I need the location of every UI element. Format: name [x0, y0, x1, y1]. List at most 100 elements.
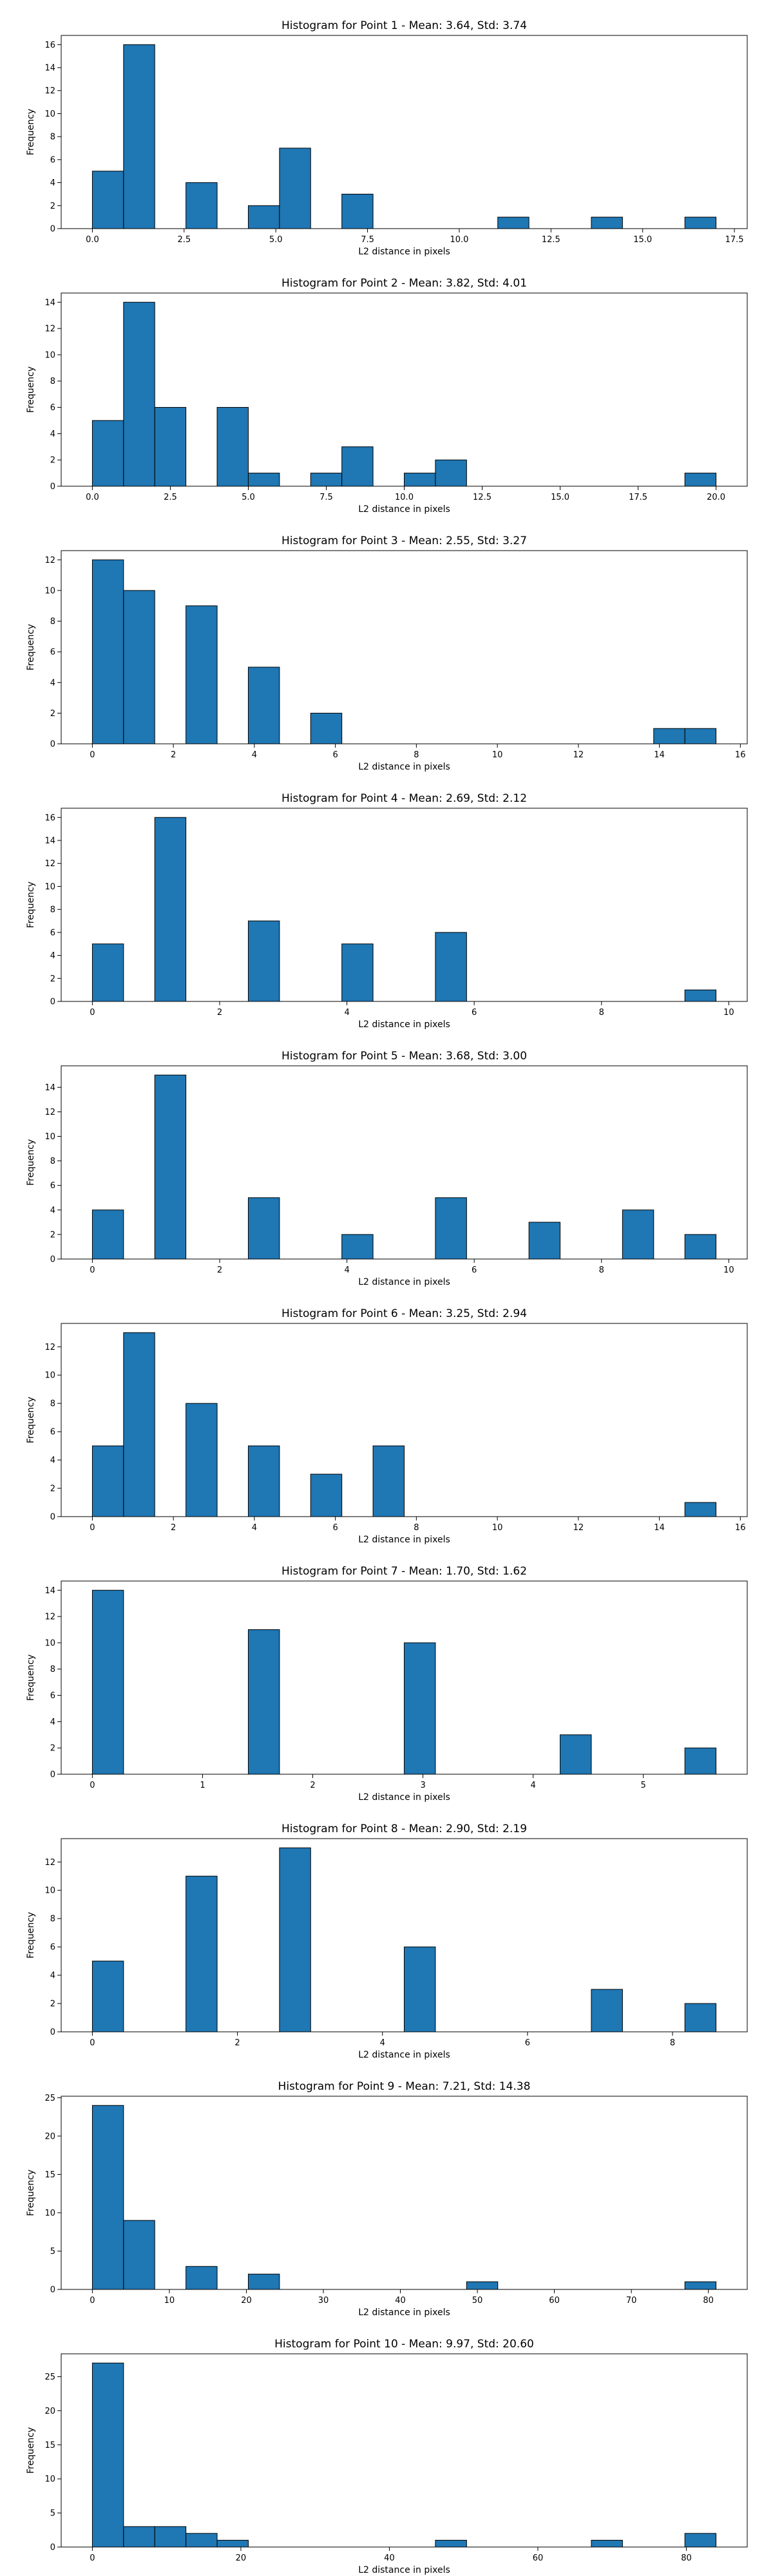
- histogram-bar: [91, 943, 124, 1002]
- histogram-bar: [186, 2266, 218, 2290]
- y-tick-label: 2: [50, 974, 55, 984]
- histogram-bar: [341, 193, 374, 229]
- histogram-bar: [186, 605, 218, 744]
- histogram-bar: [154, 1074, 187, 1260]
- x-tick-label: 0: [90, 2553, 95, 2563]
- x-tick-label: 60: [549, 2296, 560, 2306]
- x-tick-label: 5.0: [242, 493, 255, 502]
- axes-frame: [61, 550, 748, 744]
- x-tick-label: 8: [414, 750, 419, 760]
- histogram-bar: [684, 1747, 717, 1775]
- y-tick-label: 2: [50, 709, 55, 719]
- histogram-bar: [91, 2105, 124, 2290]
- histogram-chart: Histogram for Point 1 - Mean: 3.64, Std:…: [26, 19, 748, 257]
- histogram-bar: [684, 1502, 717, 1517]
- y-tick-label: 14: [44, 1083, 55, 1093]
- y-tick-label: 10: [44, 350, 55, 360]
- axes-frame: [61, 2353, 748, 2548]
- x-tick-label: 20.0: [707, 493, 725, 502]
- x-tick-label: 40: [395, 2296, 406, 2306]
- histogram-bar: [372, 1445, 405, 1517]
- histogram-bar: [653, 728, 685, 744]
- y-tick-label: 0: [50, 998, 55, 1007]
- y-axis-label: Frequency: [26, 1139, 36, 1186]
- y-axis-label: Frequency: [26, 2170, 36, 2216]
- x-tick-label: 0: [90, 1781, 95, 1790]
- x-tick-label: 12: [573, 750, 584, 760]
- axes-frame: [61, 1838, 748, 2032]
- x-axis-label: L2 distance in pixels: [358, 2565, 450, 2575]
- histogram-bar: [310, 473, 343, 487]
- histogram-bar: [591, 1989, 623, 2032]
- y-tick-label: 10: [44, 586, 55, 596]
- y-tick-label: 12: [44, 859, 55, 869]
- x-tick-label: 10.0: [395, 493, 414, 502]
- x-axis-label: L2 distance in pixels: [358, 1792, 450, 1803]
- y-tick-label: 6: [50, 155, 55, 165]
- y-tick-label: 8: [50, 617, 55, 627]
- chart-title: Histogram for Point 10 - Mean: 9.97, Std…: [274, 2338, 534, 2351]
- histogram-bar: [435, 932, 467, 1002]
- histogram-bar: [591, 216, 623, 229]
- x-tick-label: 7.5: [361, 235, 374, 245]
- y-tick-label: 8: [50, 905, 55, 915]
- y-tick-label: 0: [50, 1770, 55, 1780]
- histogram-bar: [279, 1847, 311, 2032]
- chart-title: Histogram for Point 4 - Mean: 2.69, Std:…: [282, 792, 527, 805]
- y-tick-label: 12: [44, 1108, 55, 1117]
- histogram-bar: [528, 1222, 561, 1260]
- x-tick-label: 6: [332, 1523, 338, 1533]
- histogram-bar: [154, 2526, 187, 2548]
- histogram-bar: [123, 1332, 155, 1517]
- histogram-bar: [247, 205, 280, 229]
- histogram-bar: [560, 1734, 592, 1775]
- histogram-bar: [123, 2526, 155, 2548]
- y-tick-label: 10: [44, 2208, 55, 2218]
- histogram-bar: [186, 1403, 218, 1517]
- histogram-bar: [404, 473, 436, 487]
- histogram-bar: [91, 1589, 124, 1775]
- x-tick-label: 80: [703, 2296, 714, 2306]
- y-tick-label: 4: [50, 951, 55, 961]
- x-tick-label: 12.5: [473, 493, 491, 502]
- y-tick-label: 15: [44, 2441, 55, 2450]
- y-tick-label: 0: [50, 2028, 55, 2038]
- y-tick-label: 4: [50, 1456, 55, 1466]
- x-tick-label: 8: [670, 2038, 675, 2048]
- histogram-bar: [91, 559, 124, 744]
- chart-title: Histogram for Point 7 - Mean: 1.70, Std:…: [282, 1565, 527, 1578]
- y-tick-label: 8: [50, 377, 55, 386]
- y-tick-label: 0: [50, 740, 55, 750]
- y-tick-label: 12: [44, 86, 55, 96]
- x-tick-label: 10: [723, 1265, 734, 1275]
- histogram-bar: [404, 1946, 436, 2032]
- x-tick-label: 15.0: [551, 493, 569, 502]
- chart-title: Histogram for Point 5 - Mean: 3.68, Std:…: [282, 1050, 527, 1063]
- histogram-bar: [247, 1445, 280, 1517]
- x-tick-label: 12: [573, 1523, 584, 1533]
- y-tick-label: 12: [44, 1858, 55, 1868]
- x-tick-label: 0: [90, 1265, 95, 1275]
- x-tick-label: 10: [492, 1523, 503, 1533]
- histogram-bar: [497, 216, 530, 229]
- y-tick-label: 0: [50, 2286, 55, 2295]
- histogram-chart: Histogram for Point 4 - Mean: 2.69, Std:…: [26, 792, 748, 1030]
- x-tick-label: 8: [599, 1008, 604, 1018]
- x-tick-label: 0.0: [86, 235, 99, 245]
- histogram-bar: [91, 171, 124, 229]
- x-axis-label: L2 distance in pixels: [358, 247, 450, 257]
- histogram-bar: [247, 2273, 280, 2290]
- histogram-bar: [91, 1209, 124, 1260]
- y-tick-label: 14: [44, 837, 55, 846]
- histogram-chart: Histogram for Point 2 - Mean: 3.82, Std:…: [26, 277, 748, 515]
- histogram-bar: [404, 1642, 436, 1775]
- y-tick-label: 10: [44, 1886, 55, 1896]
- y-tick-label: 0: [50, 1255, 55, 1265]
- histogram-bar: [684, 989, 717, 1002]
- x-tick-label: 4: [344, 1008, 349, 1018]
- x-axis-label: L2 distance in pixels: [358, 1277, 450, 1287]
- y-tick-label: 8: [50, 133, 55, 142]
- x-tick-label: 10: [492, 750, 503, 760]
- x-axis-label: L2 distance in pixels: [358, 762, 450, 772]
- y-tick-label: 4: [50, 678, 55, 688]
